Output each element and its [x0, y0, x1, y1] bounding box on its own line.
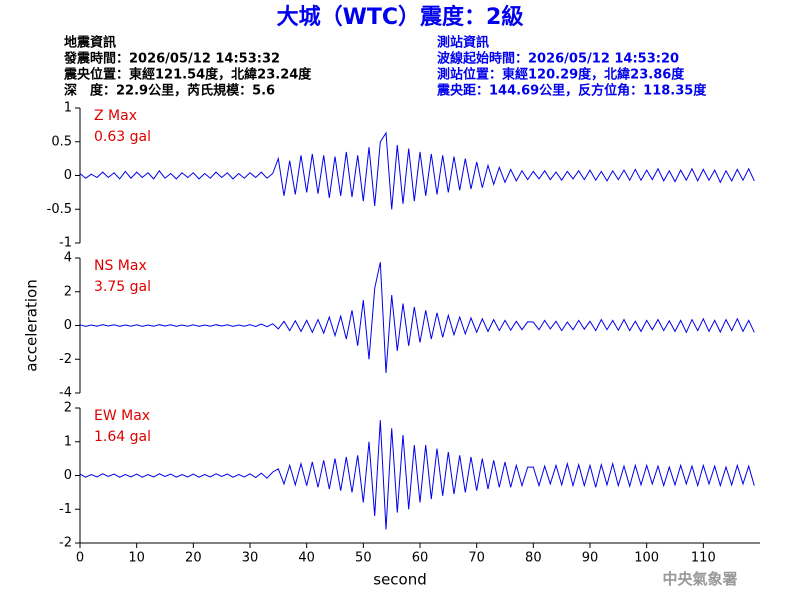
station-info: 震央距：144.69公里，反方位角：118.35度	[436, 83, 707, 99]
footer: 中央氣象署	[662, 570, 737, 588]
y-tick-label: -0.5	[47, 202, 72, 217]
x-tick-label: 50	[355, 551, 372, 566]
y-tick-label: 0	[64, 468, 72, 483]
x-axis-label: second	[373, 571, 427, 589]
x-tick-label: 0	[76, 551, 84, 566]
waveform	[79, 262, 755, 373]
event-info: 發震時間：2026/05/12 14:53:32	[63, 51, 280, 67]
x-tick-label: 30	[242, 551, 259, 566]
y-tick-label: 0.5	[51, 134, 72, 149]
waveform	[79, 420, 755, 530]
waveform	[79, 131, 755, 210]
max-annotation: 1.64 gal	[94, 429, 151, 445]
x-tick-label: 40	[298, 551, 315, 566]
event-info: 地震資訊	[64, 35, 116, 51]
y-tick-label: -1	[59, 236, 72, 251]
y-tick-label: -2	[59, 536, 72, 551]
station-info: 測站位置：東經120.29度，北緯23.86度	[437, 67, 685, 83]
max-annotation: NS Max	[94, 258, 147, 274]
y-tick-label: 0	[64, 168, 72, 183]
y-tick-label: 0	[64, 318, 72, 333]
event-info: 震央位置：東經121.54度，北緯23.24度	[63, 67, 312, 83]
y-tick-label: 4	[64, 251, 72, 266]
max-annotation: EW Max	[94, 408, 150, 424]
y-tick-label: 2	[64, 401, 72, 416]
x-tick-label: 20	[185, 551, 202, 566]
y-tick-label: 1	[64, 434, 72, 449]
x-tick-label: 90	[582, 551, 599, 566]
y-tick-label: -2	[59, 352, 72, 367]
event-info: 深 度：22.9公里，芮氏規模：5.6	[64, 83, 275, 99]
max-annotation: 0.63 gal	[94, 129, 151, 145]
max-annotation: 3.75 gal	[94, 279, 151, 295]
y-tick-label: 1	[64, 101, 72, 116]
max-annotation: Z Max	[94, 108, 137, 124]
y-tick-label: -4	[59, 386, 72, 401]
station-info: 測站資訊	[437, 35, 489, 51]
x-tick-label: 80	[525, 551, 542, 566]
title: 大城（WTC）震度：2級	[277, 4, 524, 30]
y-axis-label: acceleration	[23, 279, 41, 371]
x-tick-label: 10	[128, 551, 145, 566]
x-tick-label: 110	[691, 551, 716, 566]
y-tick-label: 2	[64, 284, 72, 299]
station-info: 波線起始時間：2026/05/12 14:53:20	[437, 51, 679, 67]
x-tick-label: 60	[412, 551, 429, 566]
y-tick-label: -1	[59, 502, 72, 517]
x-tick-label: 100	[634, 551, 659, 566]
x-tick-label: 70	[468, 551, 485, 566]
